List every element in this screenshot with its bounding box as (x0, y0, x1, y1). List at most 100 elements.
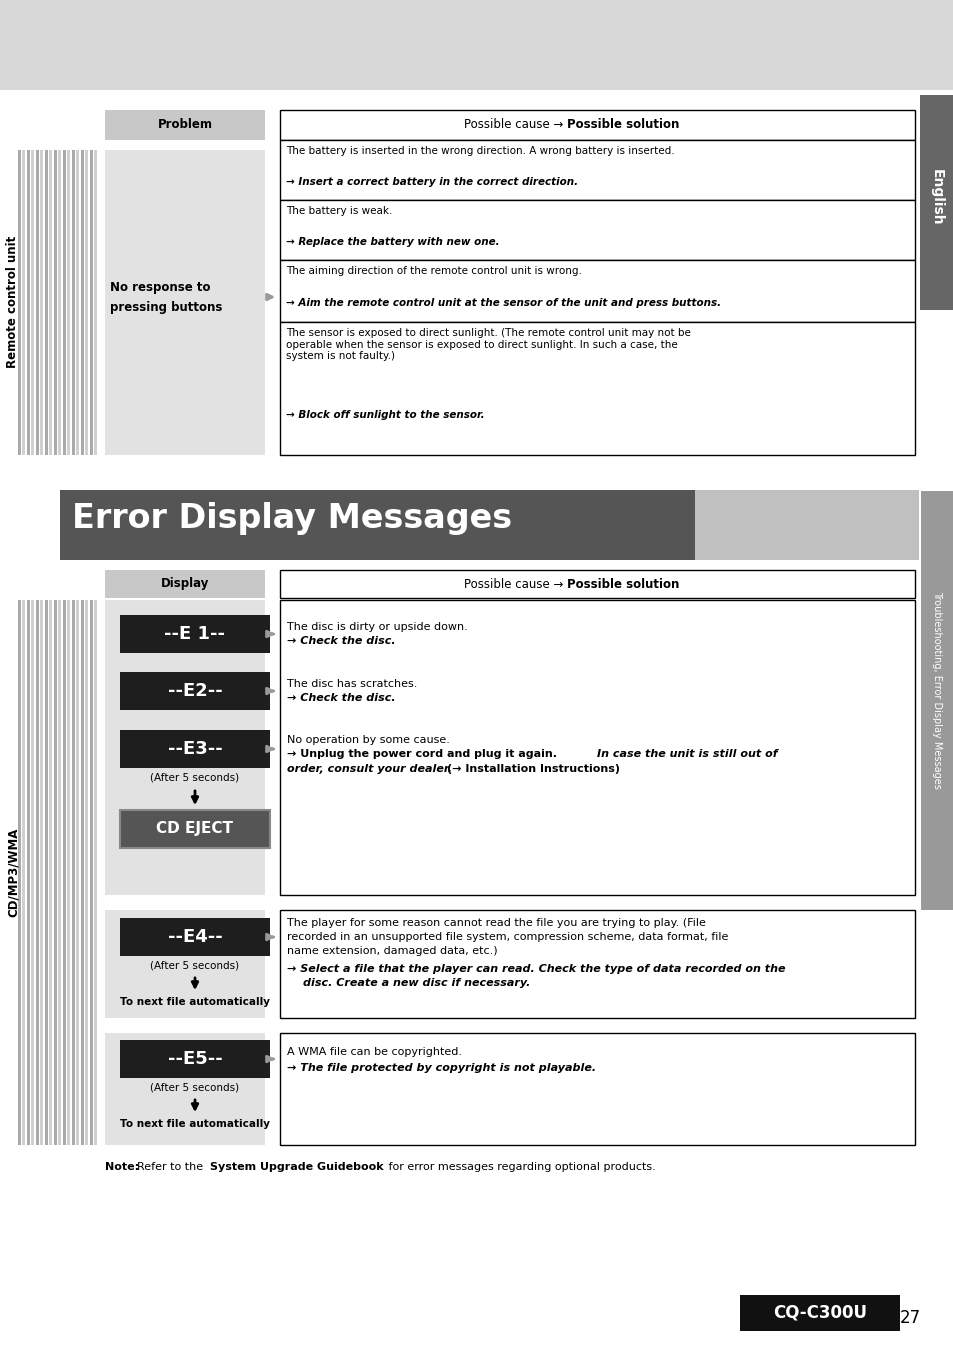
Bar (280, 570, 914, 599)
Bar (280, 260, 914, 322)
Bar (280, 600, 914, 895)
Bar (280, 111, 914, 140)
Text: (After 5 seconds): (After 5 seconds) (151, 1082, 239, 1092)
Text: for error messages regarding optional products.: for error messages regarding optional pr… (385, 1162, 655, 1171)
Bar (45, 150, 48, 456)
Text: The disc has scratches.: The disc has scratches. (287, 679, 416, 689)
Text: CD EJECT: CD EJECT (156, 821, 233, 837)
Text: In case the unit is still out of: In case the unit is still out of (597, 749, 777, 759)
Bar (105, 111, 265, 140)
Bar (50, 600, 52, 1144)
Bar (81, 600, 84, 1144)
Text: Refer to the: Refer to the (137, 1162, 207, 1171)
Text: → The file protected by copyright is not playable.: → The file protected by copyright is not… (287, 1064, 596, 1073)
Bar (50, 150, 52, 456)
Bar (76, 600, 79, 1144)
Text: (After 5 seconds): (After 5 seconds) (151, 772, 239, 783)
Bar (105, 570, 265, 599)
Bar (280, 1033, 914, 1144)
Bar (71, 600, 75, 1144)
Text: disc. Create a new disc if necessary.: disc. Create a new disc if necessary. (303, 979, 530, 988)
Bar (919, 94, 953, 310)
Bar (63, 150, 66, 456)
Text: Possible cause →: Possible cause → (463, 577, 566, 590)
Bar (23, 600, 26, 1144)
Text: 27: 27 (899, 1309, 920, 1326)
Text: order, consult your dealer.: order, consult your dealer. (287, 764, 456, 774)
Bar (280, 322, 914, 456)
Bar (695, 491, 919, 559)
Text: → Replace the battery with new one.: → Replace the battery with new one. (286, 237, 499, 247)
Text: Remote control unit: Remote control unit (7, 236, 19, 368)
Text: To next file automatically: To next file automatically (120, 1119, 270, 1130)
Text: No operation by some cause.: No operation by some cause. (287, 735, 450, 745)
Bar (120, 673, 270, 710)
Bar (90, 150, 92, 456)
Bar (60, 491, 695, 559)
Bar (120, 615, 270, 652)
Text: The disc is dirty or upside down.: The disc is dirty or upside down. (287, 621, 467, 632)
Text: --E3--: --E3-- (168, 740, 222, 758)
Bar (105, 600, 265, 895)
Text: Error Display Messages: Error Display Messages (71, 501, 512, 535)
Bar (27, 150, 30, 456)
Text: → Select a file that the player can read. Check the type of data recorded on the: → Select a file that the player can read… (287, 964, 784, 975)
Bar (94, 600, 97, 1144)
Bar (86, 600, 89, 1144)
Text: CD/MP3/WMA: CD/MP3/WMA (7, 828, 19, 917)
Bar (36, 150, 39, 456)
Text: System Upgrade Guidebook: System Upgrade Guidebook (210, 1162, 383, 1171)
Text: → Check the disc.: → Check the disc. (287, 636, 395, 646)
Bar (86, 150, 89, 456)
Bar (280, 200, 914, 260)
Bar (76, 150, 79, 456)
Text: (After 5 seconds): (After 5 seconds) (151, 960, 239, 971)
Text: → Check the disc.: → Check the disc. (287, 693, 395, 704)
Text: --E2--: --E2-- (168, 682, 222, 700)
Text: Display: Display (161, 577, 209, 590)
Text: Troubleshooting, Error Display Messages: Troubleshooting, Error Display Messages (931, 590, 941, 789)
Text: Possible solution: Possible solution (566, 119, 679, 132)
Text: (→ Installation Instructions): (→ Installation Instructions) (447, 764, 619, 774)
Text: Note:: Note: (105, 1162, 139, 1171)
Bar (68, 150, 71, 456)
Bar (23, 150, 26, 456)
Bar (81, 150, 84, 456)
Bar (105, 150, 265, 456)
Text: → Aim the remote control unit at the sensor of the unit and press buttons.: → Aim the remote control unit at the sen… (286, 298, 720, 309)
Text: pressing buttons: pressing buttons (110, 301, 222, 314)
Bar (27, 600, 30, 1144)
Text: name extension, damaged data, etc.): name extension, damaged data, etc.) (287, 946, 497, 956)
Bar (105, 910, 265, 1018)
Bar (105, 1033, 265, 1144)
Text: → Insert a correct battery in the correct direction.: → Insert a correct battery in the correc… (286, 177, 578, 187)
Text: No response to: No response to (110, 280, 211, 294)
Bar (740, 1295, 899, 1330)
Text: → Block off sunlight to the sensor.: → Block off sunlight to the sensor. (286, 410, 484, 421)
Bar (31, 150, 34, 456)
Bar (18, 150, 21, 456)
Text: A WMA file can be copyrighted.: A WMA file can be copyrighted. (287, 1047, 461, 1057)
Text: recorded in an unsupported file system, compression scheme, data format, file: recorded in an unsupported file system, … (287, 931, 727, 942)
Bar (40, 600, 44, 1144)
Bar (63, 600, 66, 1144)
Text: CQ-C300U: CQ-C300U (772, 1304, 866, 1322)
Text: The sensor is exposed to direct sunlight. (The remote control unit may not be
op: The sensor is exposed to direct sunlight… (286, 328, 690, 361)
Bar (120, 918, 270, 956)
Text: Possible cause →: Possible cause → (463, 119, 566, 132)
Text: Problem: Problem (157, 119, 213, 132)
Bar (71, 150, 75, 456)
Bar (280, 910, 914, 1018)
Text: The player for some reason cannot read the file you are trying to play. (File: The player for some reason cannot read t… (287, 918, 705, 927)
Text: The battery is weak.: The battery is weak. (286, 206, 392, 216)
Bar (45, 600, 48, 1144)
Bar (18, 600, 21, 1144)
Text: To next file automatically: To next file automatically (120, 998, 270, 1007)
Bar (58, 150, 61, 456)
Bar (68, 600, 71, 1144)
Bar (94, 150, 97, 456)
Bar (54, 600, 57, 1144)
Text: --E5--: --E5-- (168, 1050, 222, 1068)
Bar (54, 150, 57, 456)
Bar (0, 0, 953, 90)
